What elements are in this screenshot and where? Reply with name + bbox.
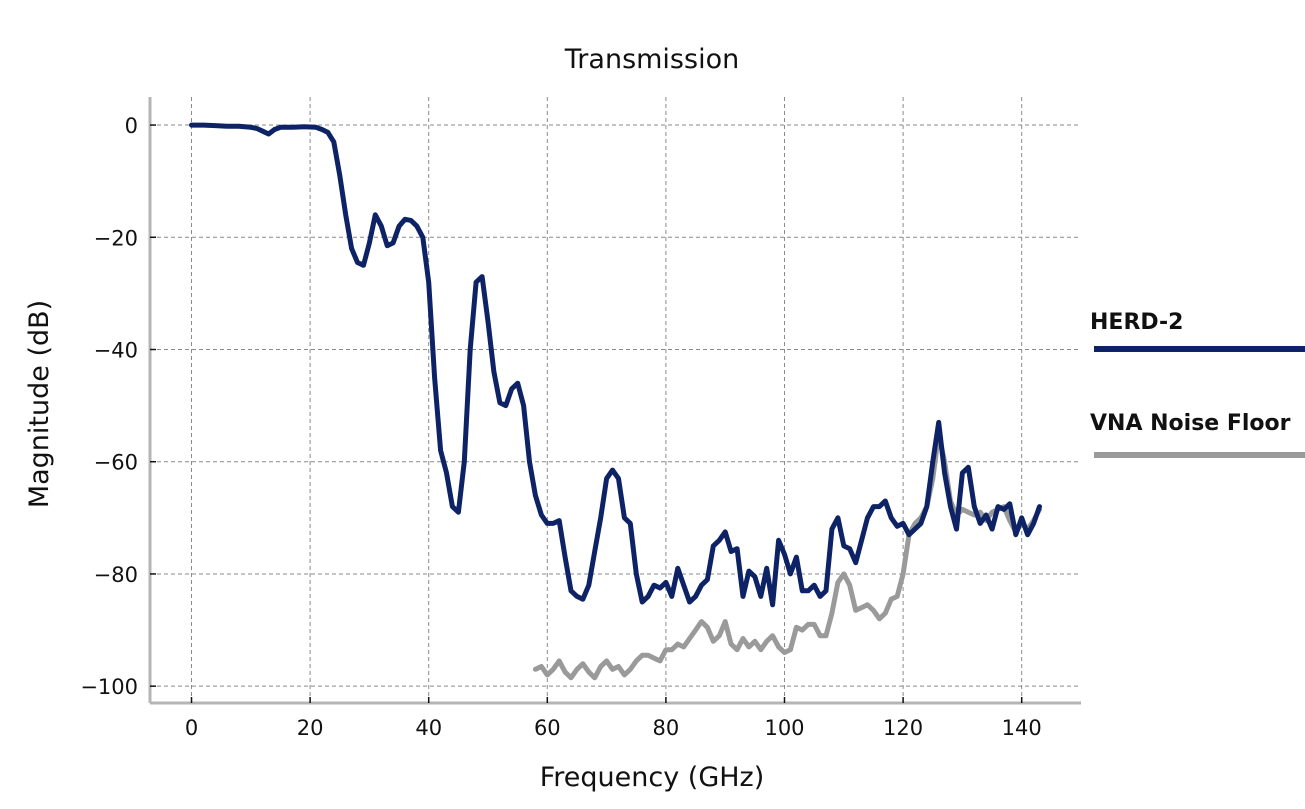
y-axis-label: Magnitude (dB): [24, 300, 55, 508]
legend-label-vna-noise-floor: VNA Noise Floor: [1090, 411, 1291, 436]
legend: HERD-2 VNA Noise Floor: [1090, 310, 1305, 458]
series-line-herd-2: [189, 122, 1042, 608]
y-tick-label: −100: [80, 675, 138, 699]
series-line-vna-noise-floor: [532, 431, 1042, 681]
x-tick-label: 0: [185, 716, 198, 740]
x-tick-label: 20: [297, 716, 324, 740]
y-tick-label: −40: [94, 339, 138, 363]
x-tick-label: 60: [534, 716, 561, 740]
x-tick-label: 40: [415, 716, 442, 740]
grid: [150, 97, 1081, 703]
x-tick-label: 140: [1002, 716, 1042, 740]
y-tick-label: 0: [125, 114, 138, 138]
y-tick-label: −80: [94, 563, 138, 587]
x-tick-label: 120: [883, 716, 923, 740]
x-ticks: 0 20 40 60 80 100 120 140: [185, 697, 1042, 740]
legend-label-herd-2: HERD-2: [1090, 310, 1184, 335]
y-tick-label: −20: [94, 226, 138, 250]
y-tick-label: −60: [94, 451, 138, 475]
chart-title: Transmission: [564, 44, 739, 75]
series-lines: [189, 122, 1042, 681]
x-tick-label: 100: [764, 716, 804, 740]
y-ticks: 0 −20 −40 −60 −80 −100: [80, 114, 156, 699]
x-tick-label: 80: [653, 716, 680, 740]
x-axis-label: Frequency (GHz): [540, 762, 765, 793]
axes: [148, 97, 1081, 705]
